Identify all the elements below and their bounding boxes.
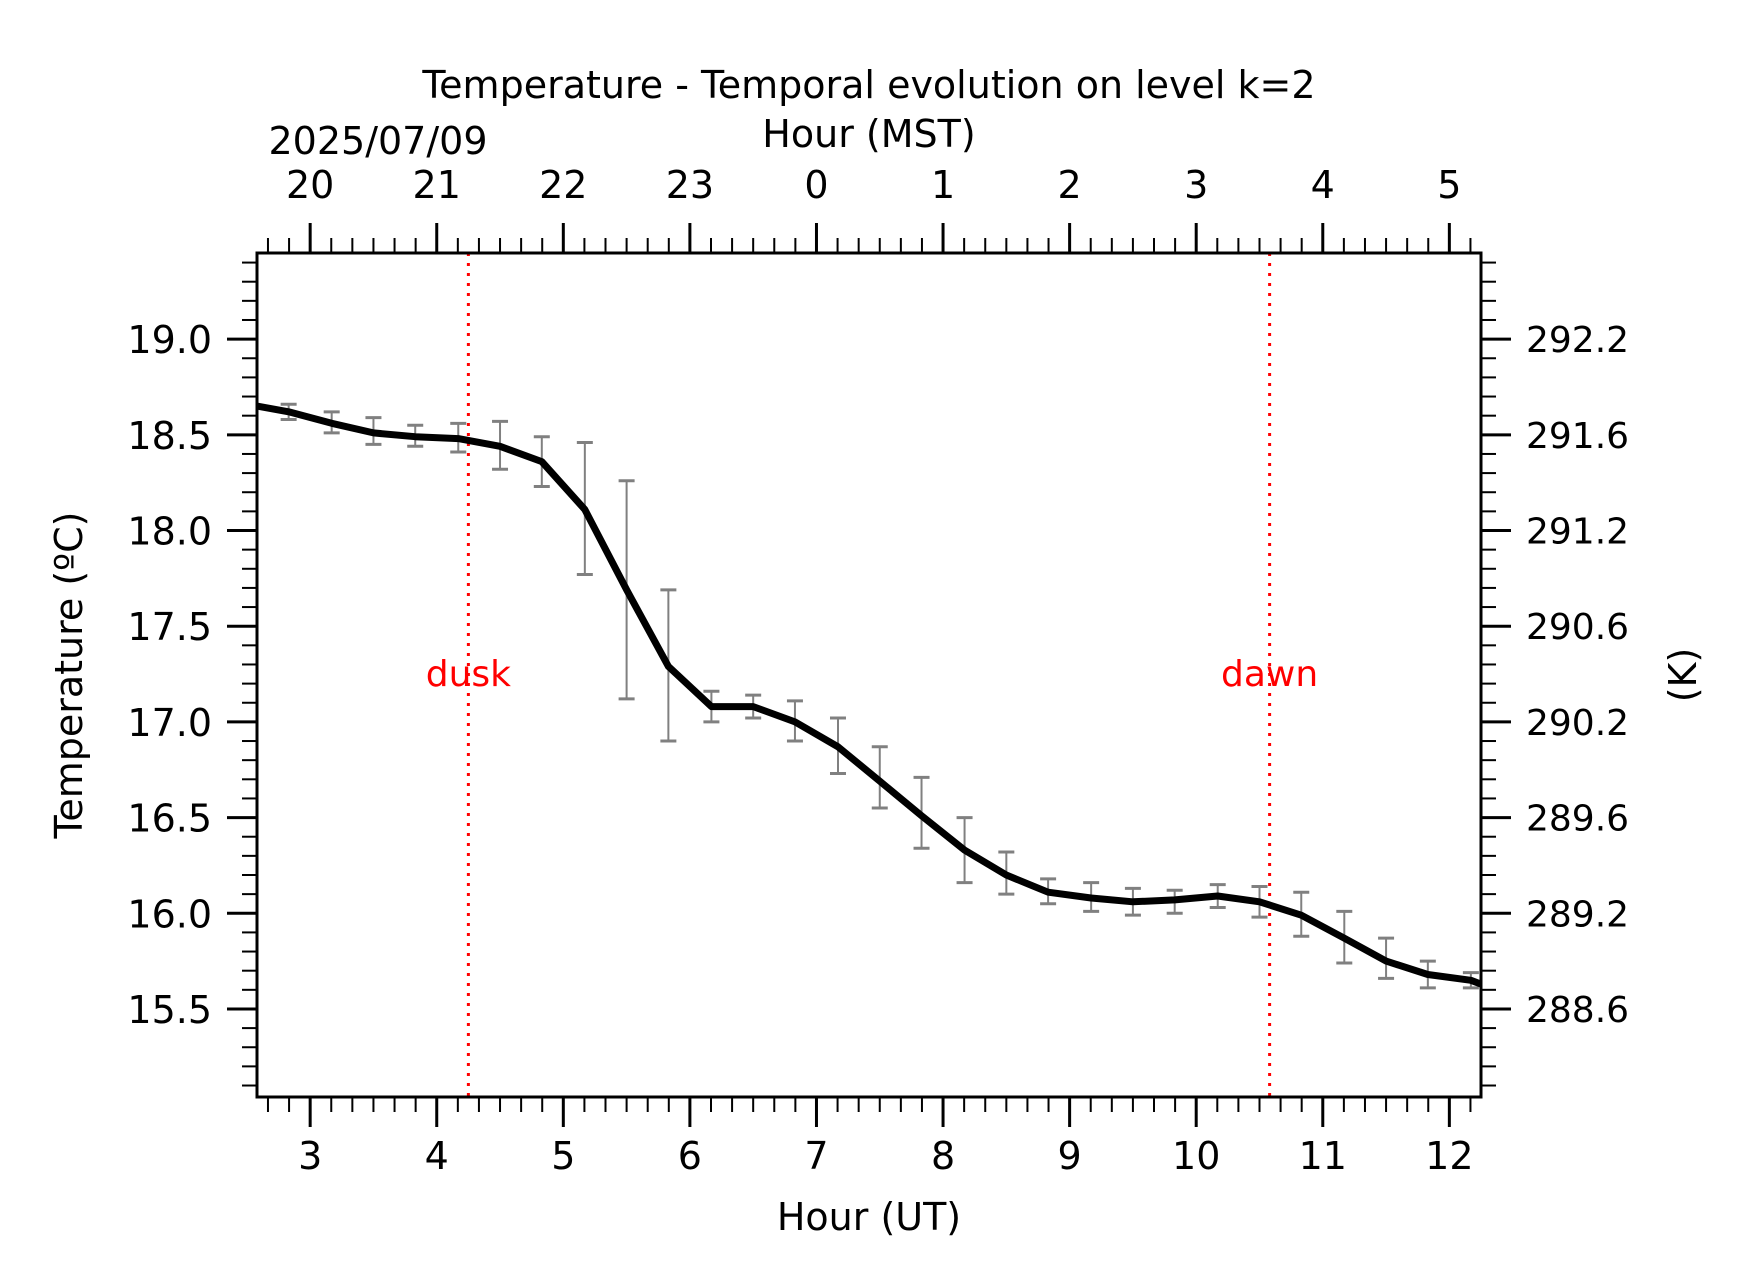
y2-tick-label: 288.6 [1526,990,1629,1031]
y2-tick-label: 292.2 [1526,320,1629,361]
y2-tick-label: 289.6 [1526,799,1629,840]
axis-ticks [227,223,1511,1127]
y-tick-label: 16.0 [127,892,212,936]
top-tick-label: 0 [804,163,828,207]
date-label: 2025/07/09 [268,119,487,163]
top-tick-label: 3 [1184,163,1208,207]
top-tick-label: 22 [539,163,587,207]
y2-tick-label: 289.2 [1526,894,1629,935]
dusk-label: dusk [426,654,511,695]
y-tick-label: 19.0 [127,318,212,362]
x-tick-label: 7 [804,1134,828,1178]
top-tick-label: 2 [1058,163,1082,207]
y2-tick-label: 291.6 [1526,416,1629,457]
y-tick-label: 17.0 [127,701,212,745]
event-lines [466,253,1272,1097]
top-tick-label: 20 [286,163,334,207]
x-tick-label: 8 [931,1134,955,1178]
y-tick-label: 18.0 [127,510,212,554]
y-tick-label: 15.5 [127,988,212,1032]
top-tick-label: 1 [931,163,955,207]
y2-axis-label: (K) [1661,648,1705,703]
x-axis-label: Hour (UT) [777,1195,961,1239]
top-tick-label: 4 [1311,163,1335,207]
y2-tick-label: 291.2 [1526,512,1629,553]
y2-tick-label: 290.2 [1526,703,1629,744]
temperature-line [256,402,1483,988]
x-tick-label: 12 [1425,1134,1473,1178]
plot-frame [255,251,1483,1099]
x-tick-label: 5 [551,1134,575,1178]
y-tick-label: 17.5 [127,605,212,649]
x-tick-label: 6 [678,1134,702,1178]
top-tick-label: 21 [413,163,461,207]
y-tick-label: 18.5 [127,414,212,458]
chart-title: Temperature - Temporal evolution on leve… [421,63,1315,107]
x-tick-label: 9 [1058,1134,1082,1178]
top-axis-label: Hour (MST) [762,112,975,156]
x-tick-label: 4 [425,1134,449,1178]
dawn-label: dawn [1221,654,1318,695]
x-tick-label: 11 [1299,1134,1347,1178]
x-tick-label: 10 [1172,1134,1220,1178]
y-axis-label: Temperature (ºC) [47,512,91,840]
y-tick-label: 16.5 [127,797,212,841]
y2-tick-label: 290.6 [1526,607,1629,648]
top-tick-label: 5 [1437,163,1461,207]
top-tick-label: 23 [666,163,714,207]
x-tick-label: 3 [298,1134,322,1178]
series-lines [256,402,1483,988]
